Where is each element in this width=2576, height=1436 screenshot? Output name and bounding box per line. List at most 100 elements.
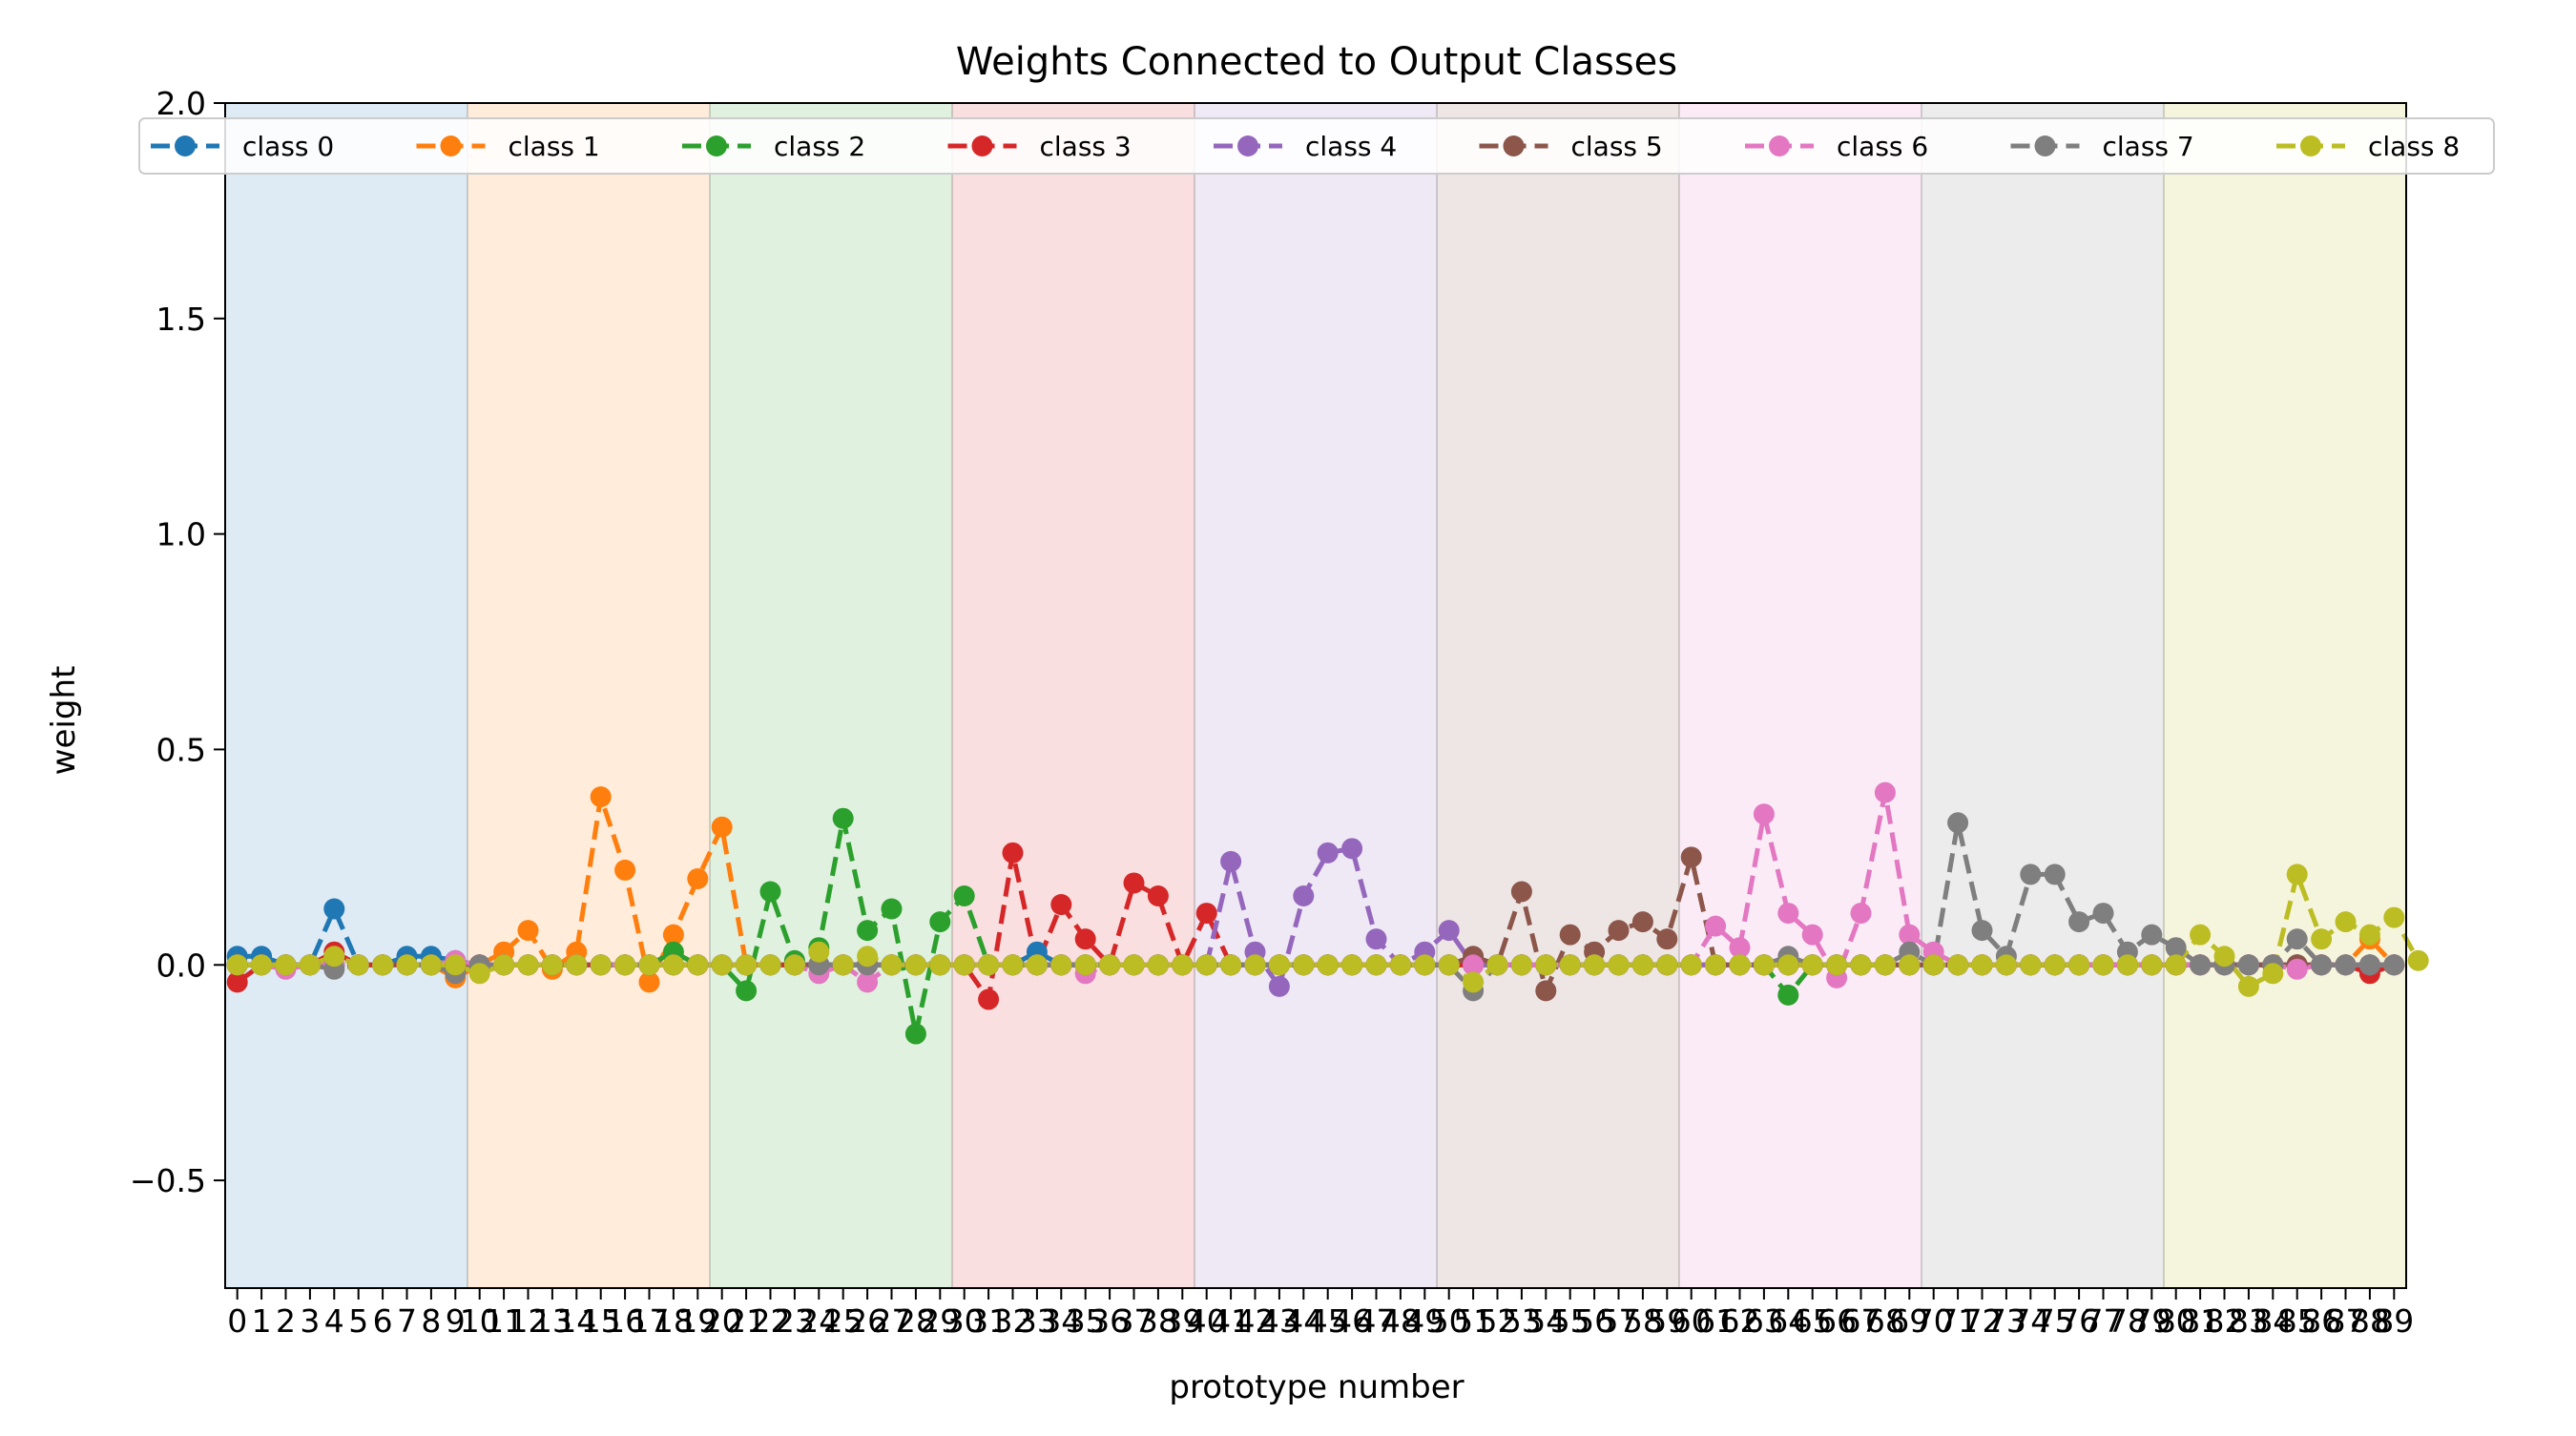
legend-marker [706,135,727,156]
x-tick-label: 84 [2253,1302,2293,1340]
legend-item-class-4: class 4 [1214,131,1397,162]
data-point [1947,812,1969,834]
legend-label: class 0 [242,131,334,162]
data-point [1971,954,1993,976]
data-point [1268,954,1290,976]
data-point [1753,803,1775,825]
legend-marker [971,135,993,156]
x-tick-label: 82 [2205,1302,2245,1340]
data-point [1922,954,1944,976]
data-point [2407,949,2429,971]
data-point [590,786,612,808]
x-tick-label: 81 [2180,1302,2220,1340]
data-point [1874,781,1896,803]
data-point [1341,838,1363,860]
x-tick-label: 25 [823,1302,863,1340]
x-tick-label: 37 [1114,1302,1154,1340]
data-point [1680,846,1702,868]
x-tick-label: 77 [2084,1302,2124,1340]
x-tick-label: 2 [276,1302,296,1340]
x-tick-label: 53 [1502,1302,1542,1340]
x-tick-label: 44 [1283,1302,1323,1340]
data-point [1026,954,1048,976]
data-point [1729,954,1751,976]
data-point [953,885,975,907]
data-point [1656,954,1678,976]
legend-label: class 3 [1040,131,1132,162]
legend-label: class 7 [2103,131,2194,162]
x-tick-label: 71 [1938,1302,1978,1340]
x-tick-label: 27 [872,1302,912,1340]
y-axis-label: weight [45,666,83,776]
chart-title: Weights Connected to Output Classes [956,40,1677,84]
class-region-7 [1922,103,2164,1288]
data-point [2092,954,2114,976]
data-point [2286,958,2308,980]
x-tick-label: 38 [1138,1302,1178,1340]
data-point [1777,903,1799,925]
data-point [1680,954,1702,976]
legend-label: class 1 [509,131,600,162]
data-point [662,954,684,976]
x-tick-label: 63 [1744,1302,1784,1340]
x-tick-label: 31 [968,1302,1008,1340]
legend-item-class-2: class 2 [682,131,865,162]
x-tick-label: 6 [373,1302,393,1340]
x-tick-label: 62 [1720,1302,1760,1340]
x-tick-label: 83 [2229,1302,2269,1340]
x-tick-label: 9 [446,1302,466,1340]
x-tick-label: 33 [1017,1302,1057,1340]
legend-item-class-6: class 6 [1745,131,1928,162]
data-point [1753,954,1775,976]
x-tick-label: 86 [2301,1302,2341,1340]
data-point [2311,928,2333,950]
legend-label: class 5 [1571,131,1663,162]
x-tick-label: 22 [751,1302,791,1340]
data-point [1195,903,1217,925]
x-tick-label: 55 [1550,1302,1590,1340]
data-point [638,971,660,993]
x-tick-label: 57 [1599,1302,1639,1340]
data-point [687,867,709,889]
data-point [1002,954,1024,976]
data-point [881,898,903,920]
x-tick-label: 59 [1647,1302,1687,1340]
data-point [566,954,588,976]
data-point [1535,980,1557,1002]
data-point [1486,954,1508,976]
data-point [347,954,369,976]
data-point [2068,954,2090,976]
data-point [711,816,733,838]
data-point [1801,924,1823,946]
y-tick-label: 1.5 [156,301,206,338]
x-tick-label: 51 [1453,1302,1493,1340]
class-region-1 [467,103,710,1288]
data-point [1099,954,1121,976]
legend-label: class 4 [1305,131,1397,162]
x-tick-label: 36 [1090,1302,1130,1340]
x-tick-label: 20 [702,1302,742,1340]
x-tick-label: 49 [1404,1302,1444,1340]
data-point [1584,954,1606,976]
series-points [226,781,2429,1045]
data-point [881,954,903,976]
data-point [1899,924,1921,946]
data-point [978,954,1000,976]
data-point [1995,954,2017,976]
data-point [1631,954,1653,976]
data-point [687,954,709,976]
x-tick-label: 12 [509,1302,549,1340]
data-point [2165,954,2187,976]
data-point [1971,920,1993,942]
x-tick-label: 17 [630,1302,670,1340]
x-tick-label: 87 [2326,1302,2366,1340]
x-tick-label: 43 [1259,1302,1299,1340]
data-point [1559,954,1581,976]
x-tick-label: 74 [2010,1302,2050,1340]
data-point [759,881,781,903]
data-point [1899,954,1921,976]
legend-item-class-1: class 1 [416,131,600,162]
data-point [2311,954,2333,976]
